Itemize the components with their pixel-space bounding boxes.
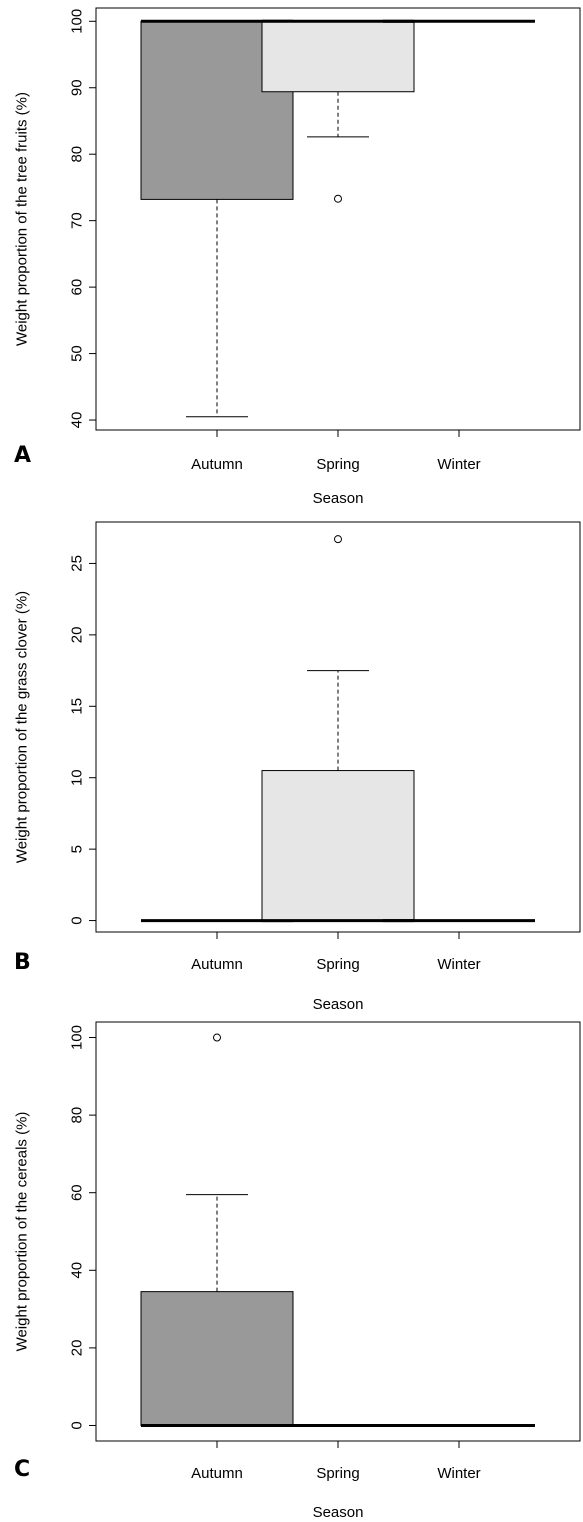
x-tick-label: Winter <box>437 456 480 473</box>
y-tick-label: 60 <box>69 279 86 296</box>
x-tick-label: Winter <box>437 956 480 973</box>
chart-panel-c: 0 20 40 60 80 100 Weight proportion of the cer… <box>0 1014 583 1521</box>
y-tick-label: 0 <box>69 916 86 924</box>
y-tick-label: 60 <box>69 1184 86 1201</box>
box-autumn <box>140 1291 294 1426</box>
y-tick-label: 15 <box>69 698 86 715</box>
x-axis-title: Season <box>313 996 364 1013</box>
y-tick-label: 20 <box>69 627 86 644</box>
chart-panel-a: 40 50 60 70 80 90 100 Weight proportion of the … <box>0 0 583 507</box>
y-tick-label: 25 <box>69 555 86 572</box>
boxplot-cereals: 0 20 40 60 80 100 Weight proportion of the cer… <box>14 1021 581 1521</box>
panel-label: B <box>14 950 31 975</box>
x-axis-title: Season <box>313 1504 364 1521</box>
y-axis-title: Weight proportion of the tree fruits (%) <box>14 92 31 346</box>
y-tick-label: 100 <box>69 9 86 34</box>
y-tick-label: 5 <box>69 845 86 853</box>
y-tick-label: 70 <box>69 212 86 229</box>
boxplot-grass-clover: 0 5 10 15 20 25 Weight proportion of the grass… <box>14 521 581 1013</box>
x-tick-label: Spring <box>316 456 359 473</box>
x-tick-label: Autumn <box>191 956 243 973</box>
y-tick-label: 80 <box>69 146 86 163</box>
boxplot-tree-fruits: 40 50 60 70 80 90 100 Weight proportion of the … <box>14 7 581 507</box>
x-tick-label: Spring <box>316 1465 359 1482</box>
y-tick-label: 0 <box>69 1421 86 1429</box>
y-tick-label: 100 <box>69 1025 86 1050</box>
y-tick-label: 90 <box>69 79 86 96</box>
chart-panel-b: 0 5 10 15 20 25 Weight proportion of the grass… <box>0 507 583 1014</box>
x-axis-title: Season <box>313 490 364 507</box>
panel-label: A <box>14 443 31 468</box>
panel-label: C <box>14 1457 30 1482</box>
outlier-point <box>213 1033 221 1042</box>
y-tick-label: 80 <box>69 1107 86 1124</box>
x-tick-label: Autumn <box>191 456 243 473</box>
y-axis-title: Weight proportion of the cereals (%) <box>14 1112 31 1352</box>
y-tick-label: 40 <box>69 412 86 429</box>
outlier-point <box>334 535 342 544</box>
box-spring <box>261 20 415 93</box>
y-axis-title: Weight proportion of the grass clover (%… <box>14 591 31 863</box>
x-tick-label: Spring <box>316 956 359 973</box>
box-spring <box>261 770 415 922</box>
y-tick-label: 10 <box>69 769 86 786</box>
x-tick-label: Winter <box>437 1465 480 1482</box>
x-tick-label: Autumn <box>191 1465 243 1482</box>
outlier-point <box>334 194 342 203</box>
y-tick-label: 40 <box>69 1262 86 1279</box>
y-tick-label: 50 <box>69 345 86 362</box>
y-tick-label: 20 <box>69 1340 86 1357</box>
